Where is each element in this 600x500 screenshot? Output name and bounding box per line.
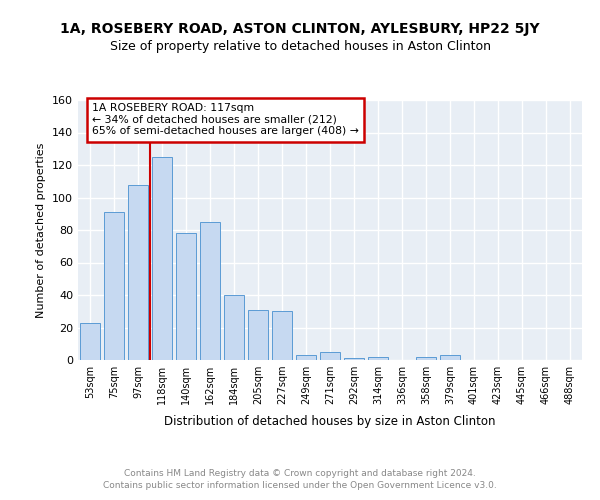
Text: Size of property relative to detached houses in Aston Clinton: Size of property relative to detached ho… (110, 40, 491, 53)
Text: Contains HM Land Registry data © Crown copyright and database right 2024.: Contains HM Land Registry data © Crown c… (124, 468, 476, 477)
Bar (248, 310, 268, 360)
Bar (296, 355, 316, 360)
Text: Contains public sector information licensed under the Open Government Licence v3: Contains public sector information licen… (103, 481, 497, 490)
Bar (200, 222, 220, 360)
Bar (368, 357, 388, 360)
Bar (272, 311, 292, 360)
Bar (152, 157, 172, 360)
Bar (224, 295, 244, 360)
Bar (80, 322, 100, 360)
Y-axis label: Number of detached properties: Number of detached properties (37, 142, 46, 318)
Bar (176, 233, 196, 360)
Bar (344, 358, 364, 360)
Bar (416, 357, 436, 360)
X-axis label: Distribution of detached houses by size in Aston Clinton: Distribution of detached houses by size … (164, 416, 496, 428)
Bar (128, 184, 148, 360)
Bar (440, 355, 460, 360)
Bar (104, 212, 124, 360)
Text: 1A, ROSEBERY ROAD, ASTON CLINTON, AYLESBURY, HP22 5JY: 1A, ROSEBERY ROAD, ASTON CLINTON, AYLESB… (60, 22, 540, 36)
Text: 1A ROSEBERY ROAD: 117sqm
← 34% of detached houses are smaller (212)
65% of semi-: 1A ROSEBERY ROAD: 117sqm ← 34% of detach… (92, 104, 359, 136)
Bar (320, 352, 340, 360)
